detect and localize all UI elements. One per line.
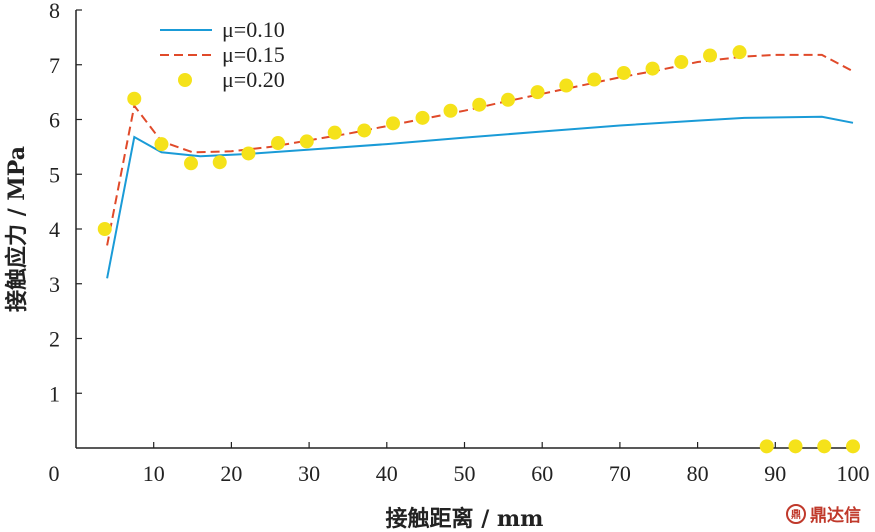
series-point-mu-0-20 [587,72,602,87]
series-point-mu-0-20 [415,110,430,125]
legend-label: μ=0.10 [222,17,285,42]
x-tick-label: 30 [298,461,320,486]
series-point-mu-0-20 [788,439,803,454]
y-tick-label: 8 [49,0,60,23]
series-point-mu-0-20 [759,439,774,454]
x-tick-label: 50 [454,461,476,486]
watermark-logo-icon: 鼎 [786,503,806,524]
legend-label: μ=0.20 [222,67,285,92]
x-tick-label: 90 [764,461,786,486]
series-point-mu-0-20 [616,65,631,80]
y-tick-label: 5 [49,162,60,187]
watermark-text: 鼎达信 [810,506,861,526]
ticks: 0 10 20 30 40 50 60 70 80 90 100 1 2 3 4 5 6 7 8 [49,0,870,486]
series-line-mu-0-10 [106,115,854,279]
legend: μ=0.10μ=0.15μ=0.20 [160,17,285,92]
series-point-mu-0-20 [530,85,545,100]
x-tick-label: 70 [609,461,631,486]
series-point-mu-0-20 [357,123,372,138]
y-tick-label: 2 [49,327,60,352]
y-tick-label: 4 [49,217,60,242]
series-point-mu-0-20 [271,136,286,151]
series-point-mu-0-20 [443,103,458,118]
series-point-mu-0-20 [501,92,516,107]
series-point-mu-0-20 [703,48,718,63]
y-tick-label: 6 [49,108,60,133]
x-tick-label: 40 [376,461,398,486]
series-line-mu-0-15 [106,53,854,246]
series-point-mu-0-20 [241,146,256,161]
series-point-mu-0-20 [212,155,227,170]
series-point-mu-0-20 [472,97,487,112]
x-tick-label: 60 [531,461,553,486]
series-point-mu-0-20 [559,78,574,93]
series-point-mu-0-20 [327,125,342,140]
axes [75,10,853,449]
legend-label: μ=0.15 [222,42,285,67]
series-point-mu-0-20 [154,137,169,152]
series-point-mu-0-20 [732,45,747,60]
series-point-mu-0-20 [127,91,142,106]
y-tick-label: 3 [49,272,60,297]
legend-marker [178,73,192,87]
series-point-mu-0-20 [299,134,314,149]
y-tick-label: 7 [49,53,60,78]
y-tick-label: 1 [49,381,60,406]
series-point-mu-0-20 [817,439,832,454]
x-tick-label: 0 [49,461,60,486]
series-point-mu-0-20 [97,222,112,236]
series-point-mu-0-20 [183,156,198,171]
x-tick-label: 80 [687,461,709,486]
x-tick-label: 20 [220,461,242,486]
series-point-mu-0-20 [386,116,401,131]
plot-area [97,45,860,454]
y-axis-title: 接触应力 / MPa [4,146,30,312]
x-axis-title: 接触距离 / mm [386,506,544,532]
x-tick-label: 100 [837,461,870,486]
x-tick-label: 10 [143,461,165,486]
watermark: 鼎 鼎达信 [786,501,861,526]
series-point-mu-0-20 [846,439,860,454]
series-point-mu-0-20 [674,55,689,70]
series-point-mu-0-20 [645,61,660,76]
